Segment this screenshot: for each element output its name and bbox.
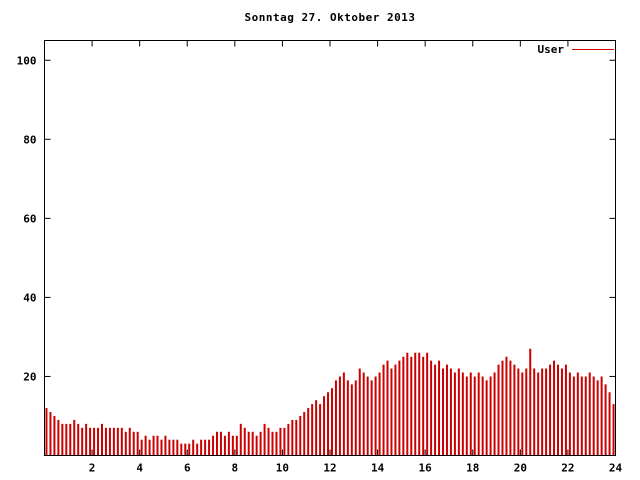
x-axis-tick-label: 16	[419, 462, 433, 475]
x-axis-tick-label: 24	[609, 462, 623, 475]
x-axis-tick-label: 10	[276, 462, 289, 475]
y-axis-tick-label: 20	[23, 370, 36, 383]
chart-title: Sonntag 27. Oktober 2013	[244, 11, 416, 24]
x-axis-tick-label: 18	[466, 462, 479, 475]
x-axis-tick-label: 8	[232, 462, 239, 475]
legend-label: User	[537, 43, 565, 56]
y-axis-tick-label: 60	[23, 212, 36, 225]
y-axis-tick-label: 80	[23, 133, 36, 146]
x-axis-tick-label: 6	[184, 462, 191, 475]
x-axis-tick-label: 22	[561, 462, 574, 475]
legend: User	[537, 43, 614, 56]
x-axis-tick-label: 2	[89, 462, 96, 475]
x-axis-tick-label: 4	[136, 462, 143, 475]
x-axis-tick-label: 20	[514, 462, 527, 475]
x-axis-tick-label: 12	[323, 462, 336, 475]
x-axis-tick-label: 14	[371, 462, 385, 475]
y-axis-tick-label: 40	[23, 291, 36, 304]
y-axis-tick-label: 100	[17, 54, 37, 67]
legend-line-sample	[572, 49, 614, 50]
